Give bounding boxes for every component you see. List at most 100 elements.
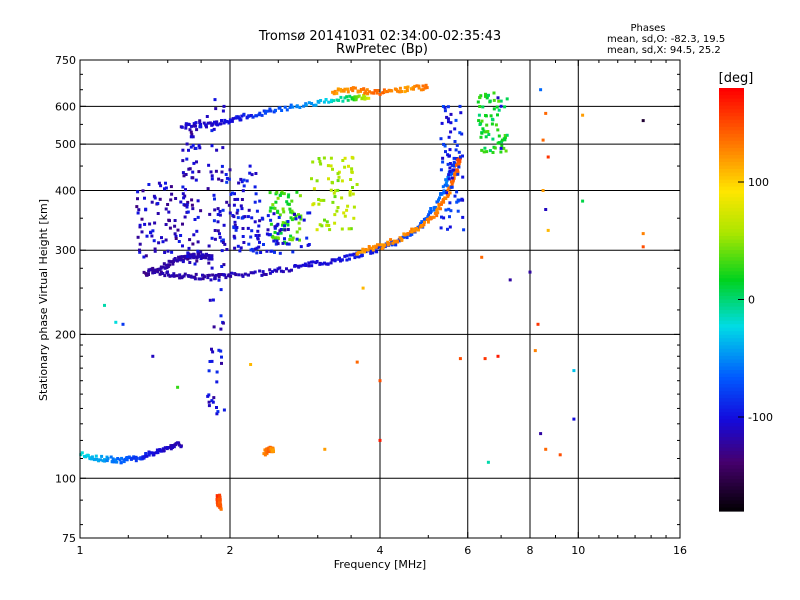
data-point (196, 215, 200, 219)
data-point (291, 105, 295, 109)
colorbar-segment (719, 436, 744, 442)
data-point (142, 456, 146, 460)
data-point (546, 155, 550, 159)
data-point (270, 234, 274, 238)
data-point (372, 245, 375, 249)
data-point (153, 196, 157, 200)
data-point (488, 149, 492, 153)
data-point (269, 218, 273, 222)
data-point (446, 188, 450, 192)
data-point (298, 106, 302, 109)
colorbar-segment (719, 472, 744, 477)
data-point (257, 233, 261, 237)
data-point (446, 105, 450, 109)
data-point (254, 192, 258, 196)
data-point (243, 272, 247, 276)
data-point (445, 191, 449, 195)
data-point (220, 179, 224, 183)
data-point (348, 193, 352, 197)
data-point (233, 224, 237, 227)
data-point (390, 240, 394, 244)
colorbar-segment (719, 119, 744, 124)
data-point (497, 141, 501, 145)
data-point (151, 266, 155, 270)
data-point (241, 216, 245, 220)
data-point (195, 160, 198, 164)
data-point (346, 90, 350, 94)
data-point (346, 204, 350, 208)
data-point (340, 179, 344, 183)
colorbar-segment (719, 306, 744, 311)
data-point (166, 249, 170, 253)
data-point (236, 197, 240, 201)
data-point (499, 99, 503, 103)
data-point (167, 259, 171, 263)
data-point (290, 268, 293, 272)
data-point (302, 218, 306, 222)
data-point (438, 196, 441, 200)
data-point (216, 220, 220, 224)
data-point (271, 203, 275, 207)
data-point (242, 184, 246, 188)
data-point (421, 88, 425, 92)
colorbar-segment (719, 172, 744, 177)
data-point (452, 156, 456, 160)
data-point (290, 238, 294, 242)
data-point (440, 201, 444, 205)
data-point (155, 448, 159, 452)
data-point (333, 221, 337, 225)
data-point (239, 204, 243, 208)
data-point (199, 122, 202, 126)
data-point (558, 453, 562, 457)
data-point (412, 87, 415, 91)
data-point (177, 240, 181, 243)
data-point (210, 359, 214, 363)
data-point (162, 262, 166, 266)
data-point (192, 253, 196, 257)
data-point (398, 239, 402, 243)
data-point (221, 208, 225, 212)
colorbar-segment (719, 317, 744, 322)
data-point (371, 248, 375, 252)
colorbar-segment (719, 444, 744, 449)
data-point (345, 208, 349, 212)
data-point (207, 244, 211, 248)
data-point (235, 226, 239, 229)
data-point (220, 119, 223, 122)
data-point (213, 98, 217, 102)
data-point (90, 455, 94, 459)
data-point (354, 98, 358, 102)
data-point (433, 211, 437, 215)
data-point (163, 446, 167, 450)
colorbar-segment (719, 419, 744, 424)
data-point (278, 213, 282, 217)
data-point (420, 220, 424, 224)
data-point (233, 220, 237, 224)
data-point (176, 228, 180, 232)
colorbar-segment (719, 334, 744, 339)
data-point (500, 140, 504, 144)
data-point (147, 453, 151, 457)
data-point (312, 187, 316, 191)
data-point (429, 209, 433, 213)
colorbar-segment (719, 324, 744, 329)
x-tick-label: 10 (571, 544, 585, 557)
colorbar-segment (719, 398, 744, 403)
data-point (445, 115, 449, 119)
data-point (442, 216, 446, 220)
data-point (457, 165, 461, 169)
data-point (237, 181, 241, 185)
data-point (317, 157, 321, 160)
data-point (401, 235, 405, 239)
data-point (345, 254, 349, 258)
data-point (479, 94, 483, 98)
data-point (185, 142, 189, 146)
data-point (223, 242, 227, 246)
data-point (450, 185, 454, 189)
data-point (162, 449, 166, 453)
data-point (264, 273, 268, 276)
data-point (295, 230, 299, 234)
data-point (149, 230, 153, 234)
chart-subtitle: RwPretec (Bp) (336, 42, 428, 57)
data-point (405, 89, 409, 93)
